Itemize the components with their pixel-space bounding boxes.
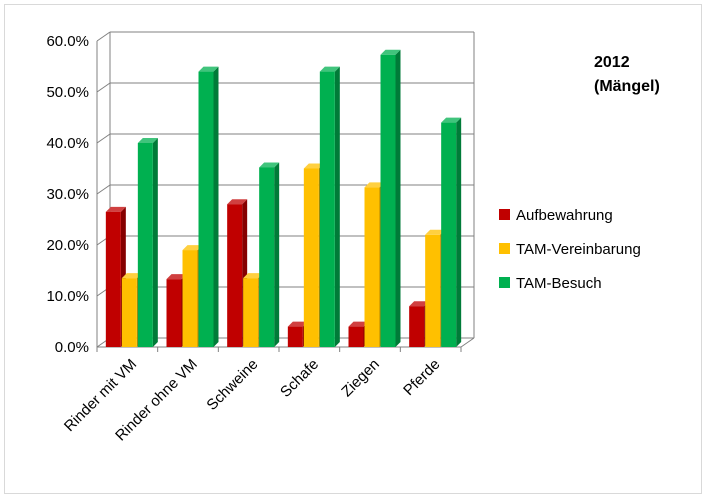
- bar-top: [380, 49, 401, 55]
- bar-top: [182, 245, 203, 251]
- bar-front: [409, 306, 425, 347]
- gridline-side: [96, 133, 111, 144]
- chart-title: 2012 (Mängel): [594, 54, 660, 95]
- y-tick-labels: 0.0% 10.0% 20.0% 30.0% 40.0% 50.0% 60.0%: [46, 33, 89, 356]
- bar-top: [227, 199, 248, 205]
- bar-front: [348, 326, 364, 347]
- bar: [259, 162, 280, 347]
- gridline-side: [96, 31, 111, 42]
- bars: [105, 49, 462, 348]
- legend-swatch: [499, 209, 510, 220]
- bar-front: [137, 143, 153, 347]
- title-line-2: (Mängel): [594, 78, 660, 95]
- bar-front: [182, 250, 198, 347]
- bar: [380, 49, 401, 348]
- y-tick-label: 40.0%: [46, 135, 89, 152]
- legend-item: Aufbewahrung: [499, 207, 613, 224]
- bar-top: [364, 182, 385, 188]
- bar-front: [364, 187, 380, 347]
- bar: [198, 66, 219, 347]
- legend-label: TAM-Besuch: [516, 275, 602, 292]
- x-tick-label: Pferde: [400, 356, 443, 399]
- y-tick-label: 50.0%: [46, 84, 89, 101]
- bar-front: [441, 122, 457, 347]
- x-tick-label: Schafe: [277, 356, 322, 401]
- bar-front: [259, 167, 275, 347]
- gridline-side: [96, 184, 111, 195]
- legend-swatch: [499, 277, 510, 288]
- y-tick-label: 10.0%: [46, 288, 89, 305]
- bar-top: [259, 162, 280, 168]
- bar-side: [334, 66, 340, 347]
- bar-top: [319, 66, 340, 72]
- y-tick-label: 0.0%: [55, 339, 89, 356]
- legend-label: TAM-Vereinbarung: [516, 241, 641, 258]
- bar: [441, 117, 462, 347]
- bar-top: [121, 273, 142, 279]
- bar-side: [274, 162, 280, 347]
- bar-top: [348, 321, 369, 327]
- y-tick-label: 60.0%: [46, 33, 89, 50]
- bar-top: [198, 66, 219, 72]
- legend-label: Aufbewahrung: [516, 207, 613, 224]
- bar: [137, 138, 158, 347]
- bar-chart: 0.0% 10.0% 20.0% 30.0% 40.0% 50.0% 60.0% Rinde…: [46, 31, 660, 445]
- bar-top: [409, 301, 430, 307]
- gridline-side: [96, 82, 111, 93]
- bar-top: [166, 274, 187, 280]
- bar-side: [213, 66, 219, 347]
- bar-top: [303, 163, 324, 169]
- y-tick-label: 30.0%: [46, 186, 89, 203]
- bar-front: [166, 279, 182, 347]
- x-tick-label: Ziegen: [338, 356, 382, 400]
- bar-top: [441, 117, 462, 123]
- legend-swatch: [499, 243, 510, 254]
- bar-top: [425, 229, 446, 235]
- bar: [319, 66, 340, 347]
- legend-item: TAM-Besuch: [499, 275, 602, 292]
- bar-top: [137, 138, 158, 143]
- y-tick-label: 20.0%: [46, 237, 89, 254]
- bar-front: [105, 211, 121, 347]
- bar-front: [243, 278, 259, 347]
- bar-front: [227, 204, 243, 347]
- bar-front: [425, 234, 441, 347]
- bar-front: [121, 278, 137, 347]
- bar-front: [287, 326, 303, 347]
- bar-front: [303, 168, 319, 347]
- bar-side: [152, 138, 158, 347]
- bar-front: [319, 71, 335, 347]
- bar-top: [243, 273, 264, 279]
- x-tick-label: Schweine: [203, 356, 261, 414]
- floor-edge: [460, 337, 475, 348]
- bar-front: [198, 71, 214, 347]
- title-line-1: 2012: [594, 54, 630, 71]
- legend: Aufbewahrung TAM-Vereinbarung TAM-Besuch: [499, 207, 641, 292]
- bar-front: [380, 54, 396, 348]
- bar-top: [105, 206, 126, 212]
- bar-side: [395, 49, 401, 348]
- legend-item: TAM-Vereinbarung: [499, 241, 641, 258]
- bar-side: [456, 117, 462, 347]
- chart-frame: 0.0% 10.0% 20.0% 30.0% 40.0% 50.0% 60.0% Rinde…: [4, 4, 702, 494]
- bar-top: [287, 321, 308, 327]
